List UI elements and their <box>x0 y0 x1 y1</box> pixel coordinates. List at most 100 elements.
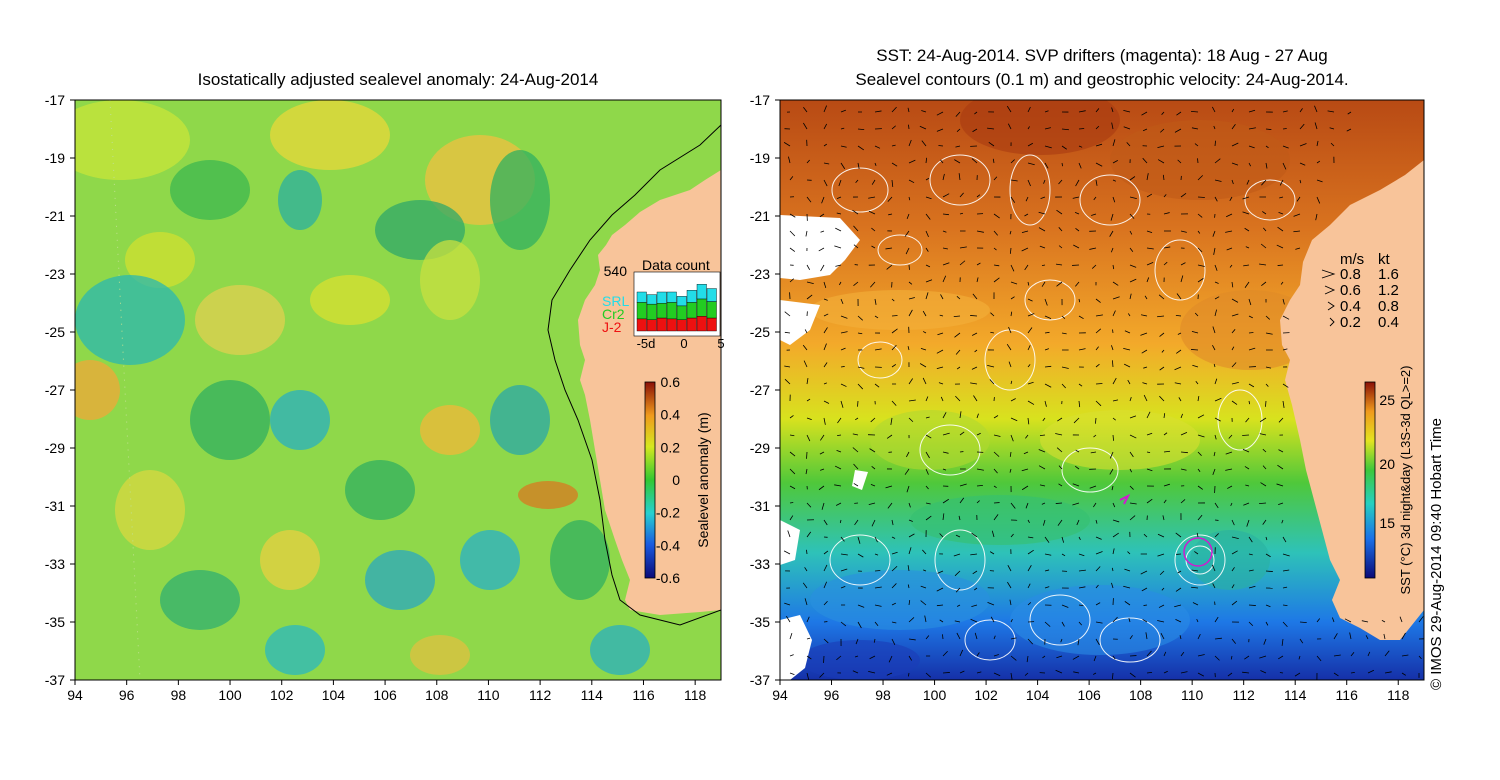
lon-tick-label: 104 <box>1026 687 1050 703</box>
sst-colorbar-label: SST (°C) 3d night&day (L3S-3d QL>=2) <box>1398 366 1413 595</box>
velocity-key-arrow <box>1321 269 1336 279</box>
data-count-bar-segment <box>656 291 667 304</box>
lon-tick-label: 112 <box>529 687 552 703</box>
lon-tick-label: 116 <box>1336 687 1359 703</box>
velocity-key-arrow <box>1327 301 1335 311</box>
geostrophic-velocity-arrows <box>783 105 1424 680</box>
colorbar-tick-label: -0.6 <box>656 570 680 586</box>
data-count-bar-segment <box>666 302 677 320</box>
lon-tick-label: 114 <box>581 687 604 703</box>
lat-tick-label: -35 <box>750 614 770 630</box>
data-count-legend-item: Cr2 <box>602 306 625 322</box>
velocity-key-header-ms: m/s <box>1340 251 1364 268</box>
lat-tick-label: -17 <box>45 92 65 108</box>
data-count-bar-segment <box>706 317 717 332</box>
colorbar-tick-label: 0.4 <box>661 407 681 423</box>
lat-tick-label: -19 <box>45 150 65 166</box>
data-count-bar-segment <box>686 302 697 319</box>
lon-tick-label: 98 <box>171 687 187 703</box>
coastline-land-right <box>1280 100 1424 640</box>
lon-tick-label: 102 <box>974 687 998 703</box>
colorbar-tick-label: 0.2 <box>661 439 681 455</box>
lon-tick-label: 118 <box>684 687 707 703</box>
cloud-mask <box>780 215 868 680</box>
velocity-key-ms: 0.8 <box>1340 266 1361 283</box>
lon-tick-label: 114 <box>1284 687 1307 703</box>
velocity-key-kt: 1.2 <box>1378 282 1399 299</box>
data-count-legend-item: SRL <box>602 293 629 309</box>
data-count-bar-segment <box>636 291 647 303</box>
lon-tick-label: 100 <box>923 687 947 703</box>
lat-tick-label: -25 <box>750 324 770 340</box>
lat-tick-label: -23 <box>45 266 65 282</box>
data-count-x-tick: -5d <box>637 336 656 351</box>
data-count-x-tick: 0 <box>680 336 687 351</box>
data-count-title: Data count <box>642 257 710 273</box>
lat-tick-label: -35 <box>45 614 65 630</box>
lat-tick-label: -33 <box>750 556 770 572</box>
lon-tick-label: 94 <box>67 687 83 703</box>
velocity-key-kt: 1.6 <box>1378 266 1399 283</box>
data-count-bar-segment <box>636 318 647 332</box>
data-count-bar-segment <box>676 296 687 307</box>
right-panel-title-line2: Sealevel contours (0.1 m) and geostrophi… <box>855 70 1349 89</box>
lon-tick-label: 98 <box>875 687 891 703</box>
colorbar-tick-label: 0.6 <box>661 374 681 390</box>
velocity-key-arrow <box>1329 317 1335 327</box>
colorbar-tick-label: -0.2 <box>656 505 680 521</box>
colorbar-tick-label: 0 <box>672 472 680 488</box>
coastline-land-left <box>578 100 721 615</box>
colorbar-tick-label: 15 <box>1379 515 1395 531</box>
sst-map <box>780 100 1424 680</box>
data-count-x-tick: 5 <box>717 336 724 351</box>
lat-tick-label: -25 <box>45 324 65 340</box>
lat-tick-label: -17 <box>750 92 770 108</box>
data-count-bar-segment <box>676 319 687 332</box>
svp-drifter-loop <box>1183 537 1213 567</box>
lat-tick-label: -27 <box>45 382 65 398</box>
sealevel-contours <box>829 154 1296 663</box>
sla-map <box>75 100 721 680</box>
data-count-bar-segment <box>686 290 697 303</box>
lat-tick-label: -31 <box>45 498 65 514</box>
lat-tick-label: -33 <box>45 556 65 572</box>
lon-tick-label: 112 <box>1233 687 1256 703</box>
data-count-bar-segment <box>706 301 717 319</box>
lat-tick-label: -21 <box>750 208 770 224</box>
colorbar-tick-label: -0.4 <box>656 537 680 553</box>
data-count-bars <box>636 284 717 332</box>
velocity-key-arrow <box>1324 285 1336 295</box>
lon-tick-label: 110 <box>477 687 500 703</box>
data-count-bar-segment <box>666 291 677 303</box>
lat-tick-label: -29 <box>750 440 770 456</box>
velocity-key-ms: 0.2 <box>1340 314 1361 331</box>
lon-tick-label: 94 <box>772 687 788 703</box>
sla-anomaly-blobs <box>75 100 650 675</box>
right-panel-title-line1: SST: 24-Aug-2014. SVP drifters (magenta)… <box>876 46 1328 65</box>
imos-credit: © IMOS 29-Aug-2014 09:40 Hobart Time <box>1428 417 1445 690</box>
lon-tick-label: 108 <box>1129 687 1153 703</box>
data-count-bar-segment <box>646 303 657 320</box>
left-panel-title: Isostatically adjusted sealevel anomaly:… <box>197 70 599 89</box>
lon-tick-label: 100 <box>218 687 242 703</box>
lon-tick-label: 106 <box>1077 687 1101 703</box>
sla-colorbar-ticks: 0.6 0.4 0.2 0 -0.2 -0.4 -0.6 <box>656 374 680 586</box>
data-count-max: 540 <box>604 263 628 279</box>
data-count-bar-segment <box>706 288 717 302</box>
lat-tick-label: -29 <box>45 440 65 456</box>
sla-colorbar: 0.6 0.4 0.2 0 -0.2 -0.4 -0.6 Sealevel anomaly … <box>644 374 711 586</box>
lon-tick-label: 104 <box>322 687 346 703</box>
data-count-bar-segment <box>696 284 707 300</box>
lat-tick-label: -37 <box>45 672 65 688</box>
lat-tick-label: -37 <box>750 672 770 688</box>
shelf-contour-left <box>547 124 721 626</box>
lon-tick-label: 96 <box>119 687 135 703</box>
sla-colorbar-label: Sealevel anomaly (m) <box>695 412 711 547</box>
data-count-bar-segment <box>656 303 667 319</box>
velocity-key-kt: 0.8 <box>1378 298 1399 315</box>
velocity-key-kt: 0.4 <box>1378 314 1399 331</box>
velocity-key-ms: 0.4 <box>1340 298 1361 315</box>
data-count-bar-segment <box>676 305 687 320</box>
